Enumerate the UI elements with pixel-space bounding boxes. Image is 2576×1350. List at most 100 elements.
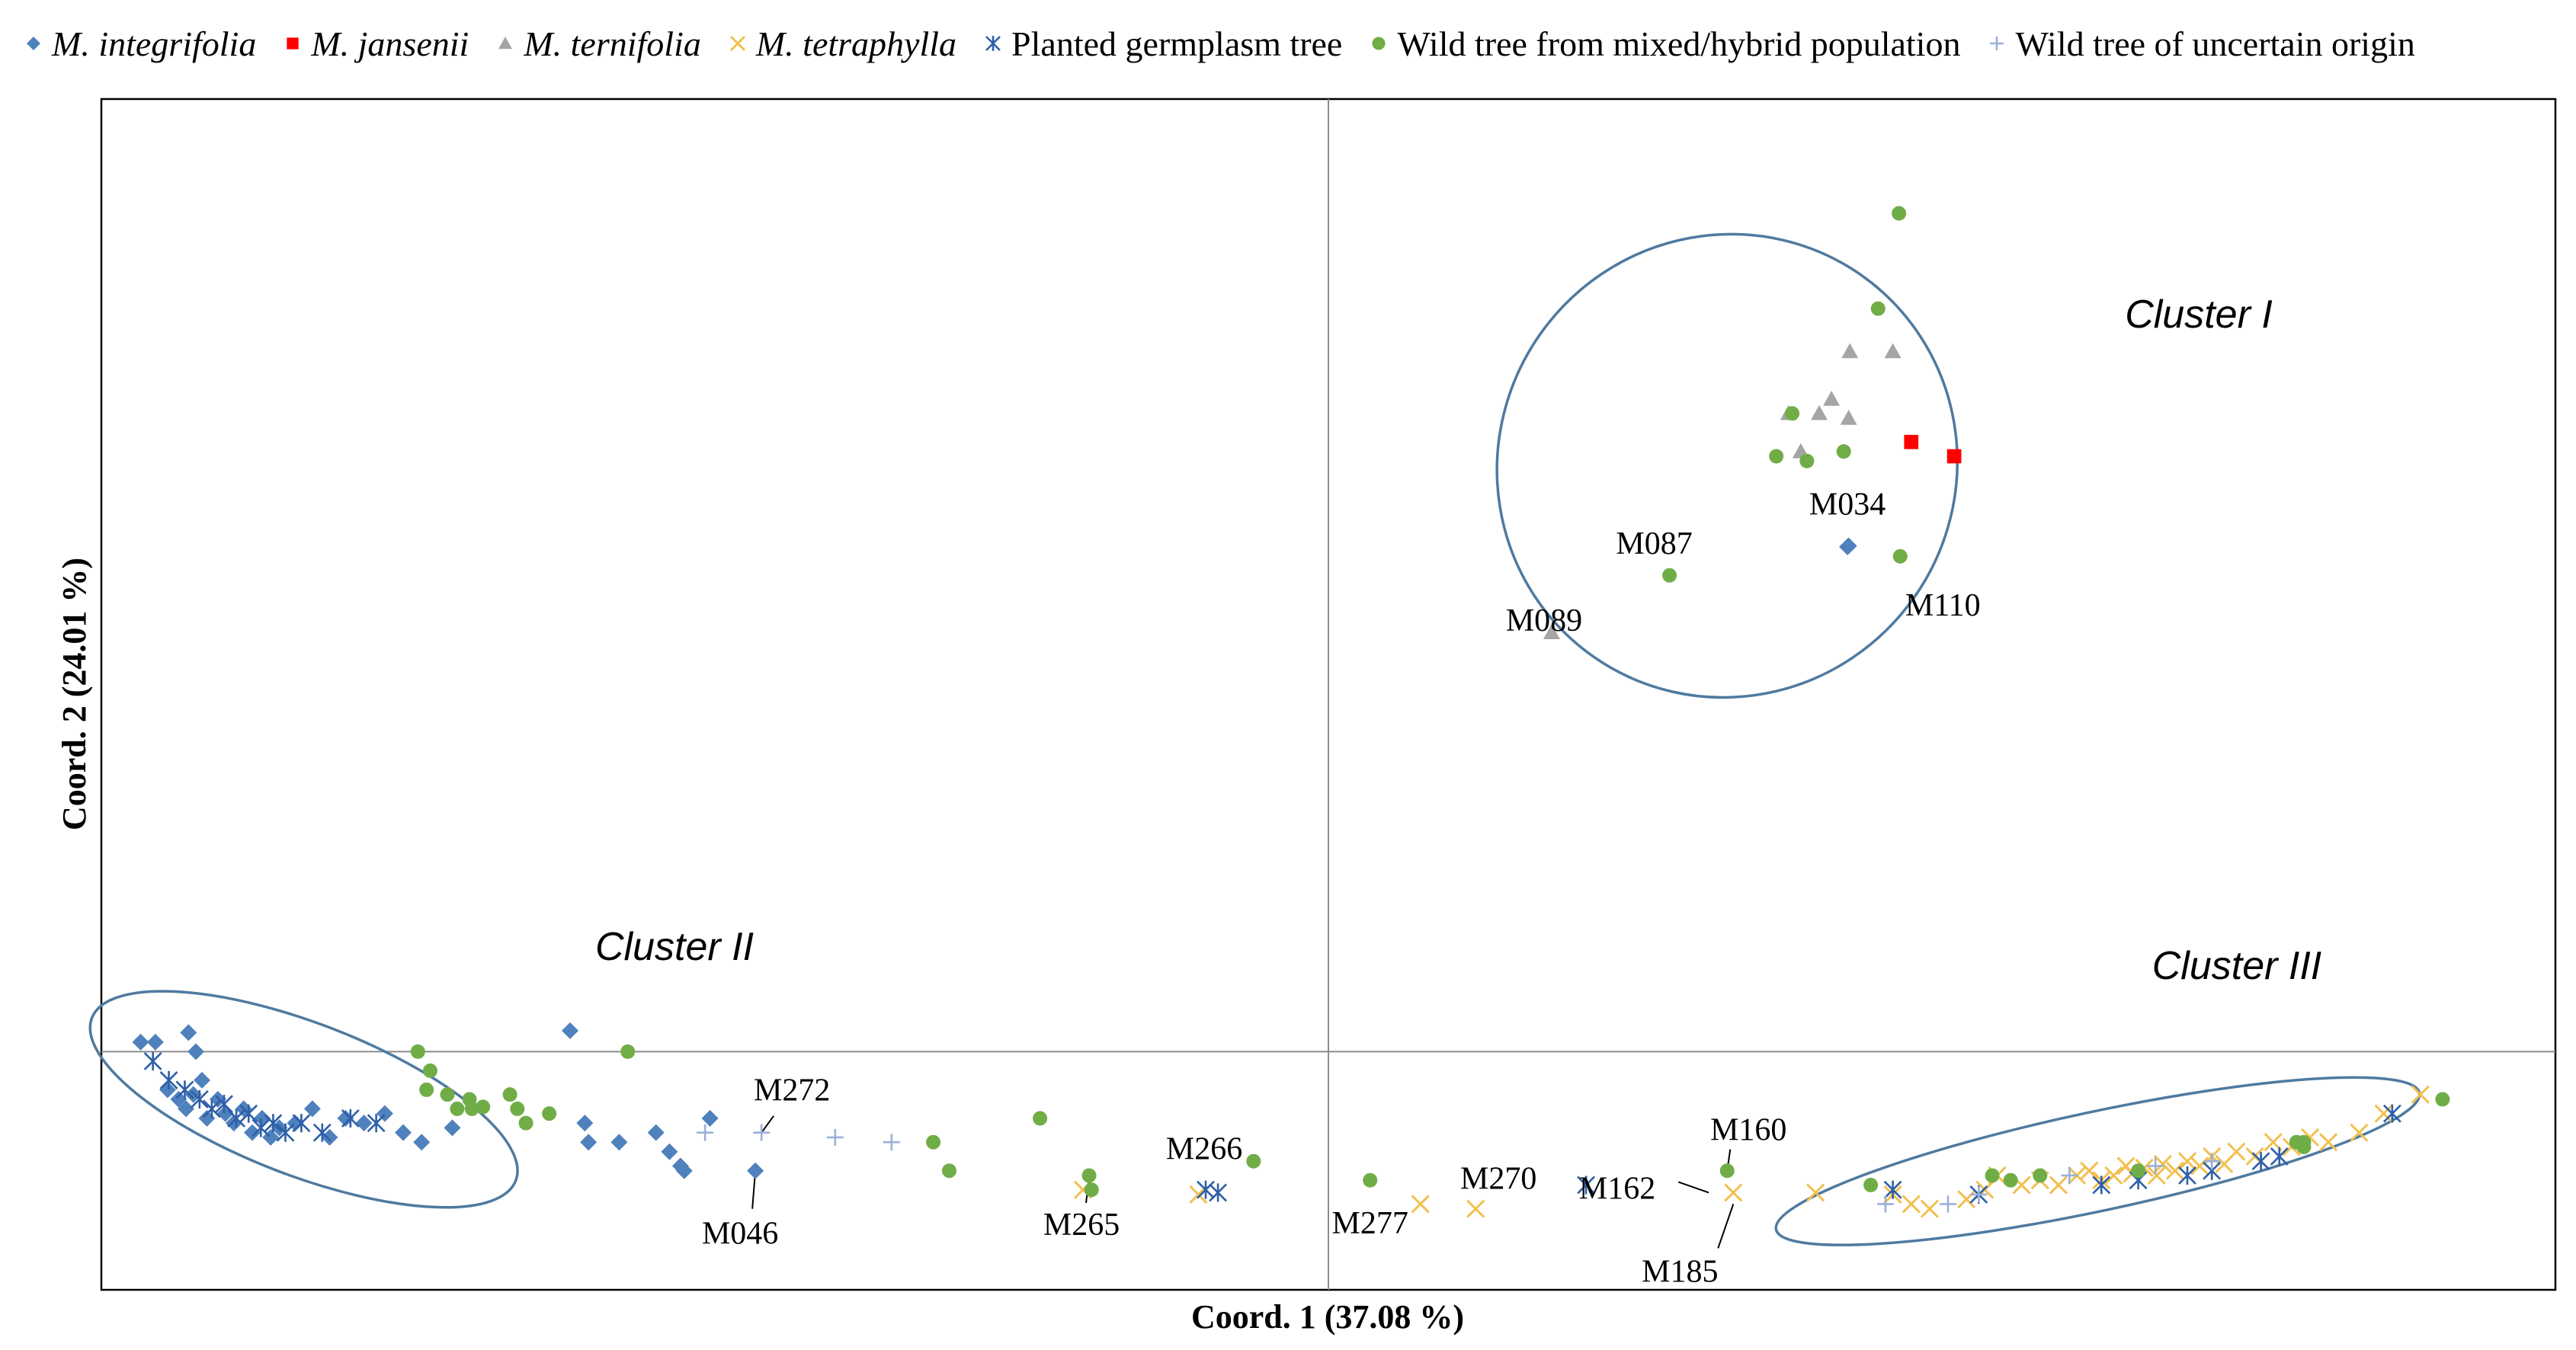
legend-item-jansenii: M. jansenii	[282, 24, 469, 64]
point-wild_mixed-25	[1084, 1182, 1099, 1198]
point-planted-24	[2251, 1152, 2270, 1171]
point-planted-12	[312, 1123, 332, 1142]
point-integrifolia-14	[244, 1124, 261, 1141]
point-planted-20	[2092, 1176, 2111, 1195]
point-wild_mixed-12	[450, 1101, 465, 1116]
point-label-m266: M266	[1166, 1131, 1242, 1166]
point-wild_mixed-5	[1836, 444, 1851, 459]
point-integrifolia-35	[747, 1162, 764, 1179]
legend-marker-wild_mixed	[1372, 37, 1386, 50]
point-ternifolia-4	[1811, 405, 1828, 421]
point-wild_mixed-24	[1081, 1168, 1097, 1183]
point-wild_mixed-37	[2435, 1092, 2450, 1107]
legend-marker-tetraphylla	[729, 35, 745, 52]
point-uncertain-5	[1940, 1195, 1957, 1213]
point-tetraphylla-14	[2049, 1176, 2068, 1195]
point-integrifolia-30	[610, 1134, 628, 1151]
point-wild_mixed-28	[1719, 1163, 1735, 1179]
point-integrifolia-7	[178, 1100, 195, 1118]
point-tetraphylla-8	[1920, 1199, 1939, 1218]
point-integrifolia-27	[562, 1022, 579, 1039]
point-uncertain-3	[883, 1134, 900, 1151]
legend-marker-ternifolia	[498, 37, 513, 50]
point-label-m185: M185	[1642, 1254, 1718, 1289]
legend-marker-shape-wild_mixed	[1372, 37, 1386, 50]
legend-marker-shape-planted	[985, 36, 1001, 51]
point-planted-9	[264, 1114, 283, 1133]
point-planted-16	[1209, 1183, 1228, 1202]
legend-label-planted: Planted germplasm tree	[1011, 24, 1343, 63]
point-integrifolia-22	[355, 1115, 373, 1132]
point-planted-25	[2270, 1147, 2289, 1166]
point-uncertain-6	[1970, 1185, 1988, 1203]
legend-item-ternifolia: M. ternifolia	[495, 24, 701, 64]
point-wild_mixed-19	[542, 1106, 557, 1121]
point-ternifolia-7	[1543, 624, 1561, 640]
point-tetraphylla-4	[1724, 1183, 1743, 1202]
legend-label-jansenii: M. jansenii	[311, 24, 469, 63]
point-planted-17	[1577, 1176, 1596, 1195]
point-integrifolia-6	[170, 1090, 187, 1108]
point-wild_mixed-9	[422, 1063, 437, 1078]
point-planted-5	[215, 1095, 233, 1114]
point-integrifolia-38	[1840, 537, 1857, 555]
point-wild_mixed-10	[419, 1082, 434, 1097]
cluster-ellipse-2	[88, 990, 519, 1209]
series-uncertain	[697, 1124, 2221, 1213]
point-wild_mixed-1	[1870, 301, 1886, 316]
point-planted-4	[202, 1099, 221, 1118]
legend-marker-shape-tetraphylla	[729, 35, 745, 52]
cluster-label-2: Cluster II	[595, 925, 754, 969]
point-wild_mixed-31	[2003, 1172, 2018, 1188]
point-label-m277: M277	[1332, 1206, 1408, 1241]
point-tetraphylla-37	[2374, 1104, 2393, 1123]
point-tetraphylla-5	[1806, 1183, 1825, 1202]
point-wild_mixed-2	[1785, 406, 1800, 421]
point-tetraphylla-22	[2147, 1166, 2166, 1185]
point-label-m160: M160	[1710, 1113, 1786, 1148]
point-ternifolia-2	[1823, 390, 1841, 406]
point-planted-8	[252, 1118, 271, 1137]
point-integrifolia-26	[444, 1119, 461, 1137]
point-wild_mixed-18	[518, 1115, 533, 1131]
point-integrifolia-32	[661, 1143, 678, 1160]
point-tetraphylla-24	[2165, 1161, 2184, 1180]
point-uncertain-9	[2203, 1153, 2221, 1170]
point-integrifolia-29	[580, 1134, 598, 1151]
point-wild_mixed-7	[1662, 568, 1677, 583]
point-planted-26	[2382, 1104, 2401, 1123]
legend-label-ternifolia: M. ternifolia	[524, 24, 701, 63]
point-planted-14	[367, 1114, 386, 1133]
point-wild_mixed-15	[476, 1099, 491, 1115]
cluster-ellipse-1	[1495, 232, 1959, 699]
legend-marker-shape-integrifolia	[27, 37, 40, 50]
point-integrifolia-1	[146, 1033, 164, 1051]
point-planted-22	[2178, 1166, 2196, 1185]
legend-label-wild_mixed: Wild tree from mixed/hybrid population	[1397, 24, 1961, 63]
cluster-label-3: Cluster III	[2152, 944, 2322, 988]
point-integrifolia-3	[187, 1043, 204, 1060]
point-wild_mixed-17	[510, 1101, 525, 1116]
point-label-m034: M034	[1809, 488, 1886, 523]
point-tetraphylla-35	[2350, 1123, 2369, 1142]
point-label-m110: M110	[1905, 588, 1981, 623]
point-labels: M034 M087 M089 M110 M272 M046 M265 M266 M270 M277…	[702, 488, 1981, 1290]
point-uncertain-0	[697, 1124, 714, 1141]
legend-marker-planted	[985, 36, 1001, 51]
point-wild_mixed-26	[1246, 1153, 1261, 1169]
point-wild_mixed-29	[1863, 1177, 1879, 1192]
point-integrifolia-2	[180, 1024, 197, 1041]
legend-item-integrifolia: M. integrifolia	[23, 24, 256, 64]
point-wild_mixed-0	[1892, 206, 1907, 221]
point-planted-7	[239, 1104, 258, 1123]
point-wild_mixed-21	[926, 1134, 941, 1150]
series-integrifolia	[132, 537, 1857, 1179]
point-ternifolia-1	[1884, 343, 1902, 359]
point-wild_mixed-14	[464, 1101, 479, 1116]
point-wild_mixed-8	[410, 1044, 425, 1059]
point-integrifolia-31	[647, 1124, 665, 1141]
point-uncertain-1	[753, 1124, 771, 1141]
point-label-m046: M046	[702, 1217, 778, 1252]
point-wild_mixed-27	[1363, 1172, 1378, 1188]
point-wild_mixed-33	[2131, 1163, 2146, 1179]
